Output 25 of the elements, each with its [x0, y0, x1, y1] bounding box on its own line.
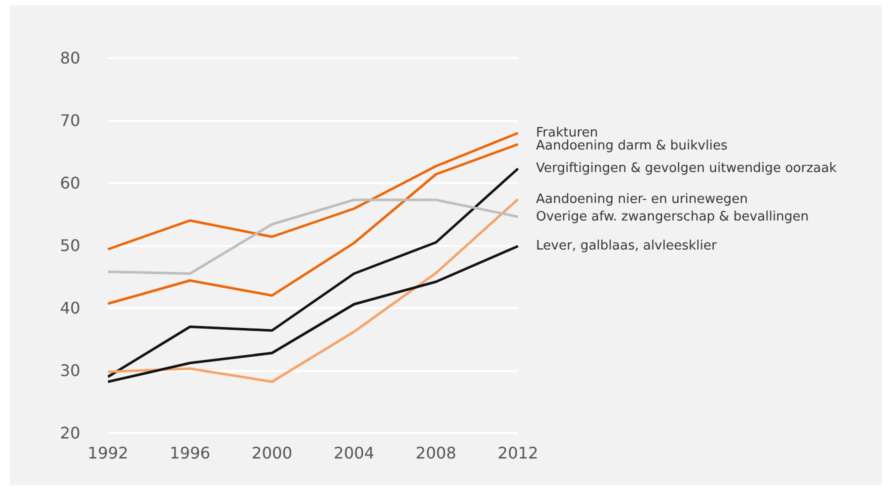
series-label: Aandoening darm & buikvlies	[536, 138, 728, 154]
x-tick-label: 1992	[88, 444, 128, 462]
x-tick-label: 2004	[334, 444, 374, 462]
y-tick-label: 40	[60, 298, 80, 318]
y-tick-label: 20	[60, 424, 80, 442]
y-tick-label: 60	[60, 174, 80, 192]
x-tick-label: 2008	[416, 444, 456, 462]
line-series	[106, 167, 520, 378]
x-tick-label: 2000	[252, 444, 292, 462]
line-series	[106, 244, 520, 383]
series-label: Aandoening nier- en urinewegen	[536, 192, 748, 207]
line-series	[106, 143, 520, 305]
y-tick-label: 70	[60, 111, 80, 130]
series-label: Overige afw. zwangerschap & bevallingen	[536, 209, 809, 224]
y-tick-label: 80	[60, 48, 80, 68]
x-tick-label: 1996	[170, 444, 210, 462]
y-tick-label: 50	[60, 236, 80, 255]
y-tick-label: 30	[60, 361, 80, 380]
series-label: Vergiftigingen & gevolgen uitwendige oorzaak	[536, 161, 838, 176]
x-tick-label: 2012	[498, 444, 538, 462]
line-series	[106, 198, 520, 383]
series-label: Frakturen	[536, 126, 598, 140]
series-label: Lever, galblaas, alvleesklier	[536, 238, 718, 254]
line-series	[106, 198, 520, 275]
line-series	[106, 132, 520, 250]
